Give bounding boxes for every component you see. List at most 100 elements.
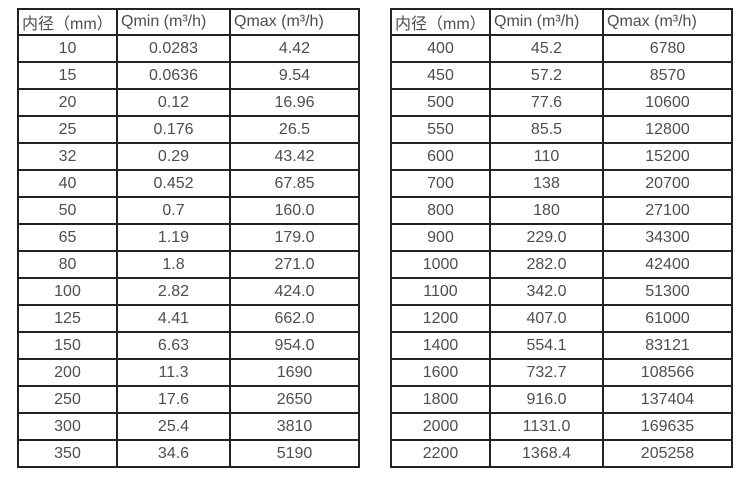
table-cell: 51300 (602, 277, 733, 306)
table-cell: 4.41 (116, 304, 231, 333)
table-row: 900 229.0 34300 (390, 223, 733, 252)
table-row: 80 1.8 271.0 (17, 250, 360, 279)
table-cell: 0.12 (116, 88, 231, 117)
table-cell: 160.0 (229, 196, 360, 225)
table-cell: 50 (17, 196, 118, 225)
table-cell: 554.1 (489, 331, 604, 360)
table-cell: 1100 (390, 277, 491, 306)
table-cell: 10 (17, 34, 118, 63)
table-row: 10 0.0283 4.42 (17, 34, 360, 63)
table-cell: 205258 (602, 439, 733, 468)
table-row: 40 0.452 67.85 (17, 169, 360, 198)
table-cell: 1600 (390, 358, 491, 387)
table-cell: 43.42 (229, 142, 360, 171)
table-cell: 34300 (602, 223, 733, 252)
table-cell: 2000 (390, 412, 491, 441)
table-row: 400 45.2 6780 (390, 34, 733, 63)
table-row: 65 1.19 179.0 (17, 223, 360, 252)
table-cell: 0.29 (116, 142, 231, 171)
table-cell: 0.0283 (116, 34, 231, 63)
table-cell: 85.5 (489, 115, 604, 144)
table-cell: 6780 (602, 34, 733, 63)
table-cell: 169635 (602, 412, 733, 441)
table-cell: 20700 (602, 169, 733, 198)
table-row: 1400 554.1 83121 (390, 331, 733, 360)
table-cell: 1.19 (116, 223, 231, 252)
table-row: 100 2.82 424.0 (17, 277, 360, 306)
table-row: 1200 407.0 61000 (390, 304, 733, 333)
table-cell: 16.96 (229, 88, 360, 117)
table-cell: 282.0 (489, 250, 604, 279)
column-header: 内径（mm） (17, 8, 118, 36)
table-cell: 77.6 (489, 88, 604, 117)
table-cell: 40 (17, 169, 118, 198)
column-header: 内径（mm） (390, 8, 491, 36)
table-cell: 10600 (602, 88, 733, 117)
table-cell: 954.0 (229, 331, 360, 360)
table-row: 250 17.6 2650 (17, 385, 360, 414)
table-row: 150 6.63 954.0 (17, 331, 360, 360)
table-cell: 700 (390, 169, 491, 198)
table-cell: 400 (390, 34, 491, 63)
table-cell: 2.82 (116, 277, 231, 306)
table-cell: 424.0 (229, 277, 360, 306)
table-row: 500 77.6 10600 (390, 88, 733, 117)
table-cell: 20 (17, 88, 118, 117)
table-row: 1000 282.0 42400 (390, 250, 733, 279)
table-row: 800 180 27100 (390, 196, 733, 225)
flow-table-large-diameters: 内径（mm） Qmin (m³/h) Qmax (m³/h) 400 45.2 6780 4… (390, 8, 733, 468)
table-cell: 11.3 (116, 358, 231, 387)
table-cell: 1131.0 (489, 412, 604, 441)
table-cell: 15200 (602, 142, 733, 171)
table-cell: 600 (390, 142, 491, 171)
table-cell: 32 (17, 142, 118, 171)
table-row: 2200 1368.4 205258 (390, 439, 733, 468)
table-row: 25 0.176 26.5 (17, 115, 360, 144)
table-cell: 0.452 (116, 169, 231, 198)
table-cell: 2200 (390, 439, 491, 468)
table-row: 50 0.7 160.0 (17, 196, 360, 225)
table-cell: 1800 (390, 385, 491, 414)
table-cell: 25.4 (116, 412, 231, 441)
table-cell: 1690 (229, 358, 360, 387)
table-cell: 125 (17, 304, 118, 333)
table-row: 600 110 15200 (390, 142, 733, 171)
table-cell: 100 (17, 277, 118, 306)
table-cell: 9.54 (229, 61, 360, 90)
table-cell: 17.6 (116, 385, 231, 414)
table-cell: 83121 (602, 331, 733, 360)
column-header: Qmin (m³/h) (489, 8, 604, 36)
table-cell: 179.0 (229, 223, 360, 252)
table-cell: 12800 (602, 115, 733, 144)
table-cell: 3810 (229, 412, 360, 441)
table-cell: 1200 (390, 304, 491, 333)
table-cell: 250 (17, 385, 118, 414)
table-cell: 65 (17, 223, 118, 252)
table-row: 15 0.0636 9.54 (17, 61, 360, 90)
table-cell: 110 (489, 142, 604, 171)
table-cell: 229.0 (489, 223, 604, 252)
table-row: 700 138 20700 (390, 169, 733, 198)
table-cell: 2650 (229, 385, 360, 414)
flow-table-small-diameters: 内径（mm） Qmin (m³/h) Qmax (m³/h) 10 0.0283 4.42… (17, 8, 360, 468)
table-cell: 1000 (390, 250, 491, 279)
table-cell: 300 (17, 412, 118, 441)
column-header: Qmax (m³/h) (229, 8, 360, 36)
table-cell: 662.0 (229, 304, 360, 333)
table-cell: 0.7 (116, 196, 231, 225)
table-cell: 15 (17, 61, 118, 90)
table-cell: 407.0 (489, 304, 604, 333)
table-row: 550 85.5 12800 (390, 115, 733, 144)
table-row: 32 0.29 43.42 (17, 142, 360, 171)
table-row: 200 11.3 1690 (17, 358, 360, 387)
header-row: 内径（mm） Qmin (m³/h) Qmax (m³/h) (390, 8, 733, 36)
header-row: 内径（mm） Qmin (m³/h) Qmax (m³/h) (17, 8, 360, 36)
table-cell: 450 (390, 61, 491, 90)
table-cell: 150 (17, 331, 118, 360)
table-row: 2000 1131.0 169635 (390, 412, 733, 441)
table-cell: 137404 (602, 385, 733, 414)
table-cell: 42400 (602, 250, 733, 279)
table-cell: 27100 (602, 196, 733, 225)
table-cell: 342.0 (489, 277, 604, 306)
